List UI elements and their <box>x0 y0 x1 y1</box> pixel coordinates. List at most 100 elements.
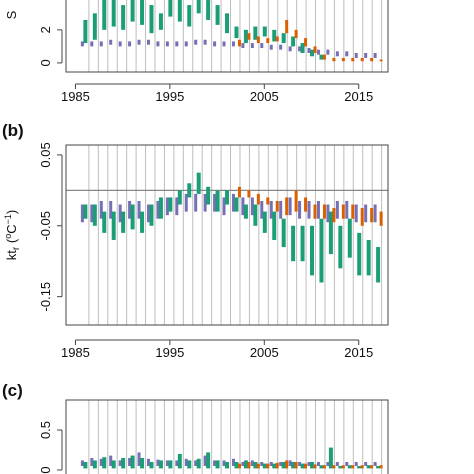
range-bar <box>298 200 302 219</box>
range-bar <box>175 460 179 466</box>
range-bar <box>364 52 368 58</box>
range-bar <box>319 54 324 60</box>
y-tick-label: 0 <box>38 466 53 473</box>
range-bar <box>102 457 107 469</box>
range-bar <box>80 204 84 223</box>
range-bar <box>137 39 141 45</box>
range-bar <box>187 460 192 469</box>
range-bar <box>234 197 239 212</box>
x-tick-label: 2015 <box>344 89 373 104</box>
range-bar <box>294 190 298 212</box>
range-bar <box>294 29 298 39</box>
range-bar <box>345 200 349 219</box>
x-tick-label: 2015 <box>344 345 373 360</box>
range-bar <box>118 460 122 466</box>
range-bar <box>109 200 113 219</box>
range-bar <box>364 462 368 466</box>
range-bar <box>213 41 217 47</box>
range-bar <box>279 200 283 219</box>
range-bar <box>288 46 292 52</box>
range-bar <box>291 36 296 47</box>
range-bar <box>118 41 122 47</box>
range-bar <box>307 48 311 53</box>
range-bar <box>294 462 298 469</box>
range-bar <box>332 208 336 223</box>
range-bar <box>373 52 377 58</box>
y-axis-title-part: kt <box>4 250 19 261</box>
range-bar <box>326 204 330 223</box>
panel-label: (b) <box>2 121 24 140</box>
range-bar <box>137 200 141 219</box>
range-bar <box>288 197 292 216</box>
range-bar <box>262 463 267 469</box>
y-axis-title-part: −1 <box>3 214 13 224</box>
range-bar <box>140 458 145 469</box>
range-bar <box>260 462 264 466</box>
range-bar <box>225 462 230 469</box>
range-bar <box>99 41 103 47</box>
range-bar <box>206 0 211 20</box>
range-bar <box>247 462 251 469</box>
range-bar <box>146 39 150 45</box>
panel-label: (c) <box>2 381 23 400</box>
y-tick-label: -0.15 <box>38 282 53 312</box>
range-bar <box>256 463 260 469</box>
range-bar <box>203 39 207 45</box>
range-bar <box>165 460 169 466</box>
range-bar <box>291 462 296 469</box>
range-bar <box>102 0 107 30</box>
range-bar <box>149 462 154 469</box>
range-bar <box>328 211 333 255</box>
y-tick-label: -0.05 <box>38 211 53 241</box>
range-bar <box>206 452 211 469</box>
y-tick-label: 0.05 <box>38 142 53 167</box>
range-bar <box>250 43 254 49</box>
range-bar <box>269 200 273 219</box>
range-bar <box>90 204 94 223</box>
range-bar <box>234 462 239 469</box>
range-bar <box>316 462 320 466</box>
range-bar <box>243 460 248 469</box>
range-bar <box>222 197 226 216</box>
range-bar <box>241 43 245 49</box>
range-bar <box>237 463 241 469</box>
range-bar <box>234 26 239 39</box>
range-bar <box>194 193 198 212</box>
range-bar <box>203 455 207 466</box>
range-bar <box>310 462 315 469</box>
range-bar <box>341 465 345 469</box>
range-bar <box>128 458 132 466</box>
range-bar <box>307 200 311 219</box>
range-bar <box>275 462 279 469</box>
range-bar <box>285 460 289 469</box>
range-bar <box>196 172 201 194</box>
range-bar <box>313 204 317 219</box>
y-tick-label: 0 <box>38 59 53 66</box>
range-bar <box>256 193 260 205</box>
y-axis-title: ktr (oC−1) <box>3 210 22 260</box>
range-bar <box>253 462 258 469</box>
range-bar <box>304 463 308 469</box>
range-bar <box>376 247 381 283</box>
range-bar <box>322 204 326 219</box>
range-bar <box>118 204 122 223</box>
plot-frame <box>65 399 389 474</box>
range-bar <box>250 460 254 466</box>
range-bar <box>90 458 94 466</box>
range-bar <box>304 38 308 47</box>
range-bar <box>266 197 270 205</box>
range-bar <box>156 200 160 219</box>
y-axis-title-part: C <box>4 224 19 233</box>
range-bar <box>360 465 364 469</box>
plot-frame <box>65 0 389 73</box>
range-bar <box>275 36 279 42</box>
range-bar <box>266 463 270 469</box>
range-bar <box>149 5 154 34</box>
y-axis-title-part: ( <box>4 238 19 247</box>
range-bar <box>357 466 362 469</box>
range-bar <box>80 41 84 47</box>
range-bar <box>272 463 277 469</box>
range-bar <box>332 465 336 469</box>
range-bar <box>175 197 179 216</box>
range-bar <box>241 462 245 466</box>
